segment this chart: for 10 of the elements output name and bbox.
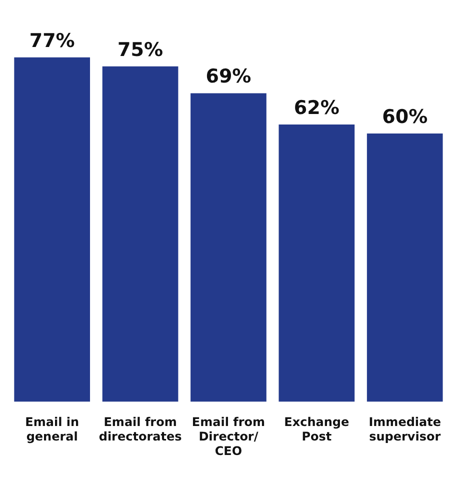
x-tick-label: Immediate supervisor xyxy=(368,415,442,444)
x-tick-label: Email from Director/ CEO xyxy=(192,415,266,458)
x-tick-label: Email from directorates xyxy=(98,415,182,444)
data-label: 60% xyxy=(382,106,428,128)
data-label: 62% xyxy=(294,96,340,119)
x-tick-label: Exchange Post xyxy=(284,415,350,444)
x-tick-label: Email in general xyxy=(25,415,80,444)
data-label: 75% xyxy=(118,38,164,61)
data-label: 69% xyxy=(206,66,252,88)
data-label: 77% xyxy=(29,30,75,52)
